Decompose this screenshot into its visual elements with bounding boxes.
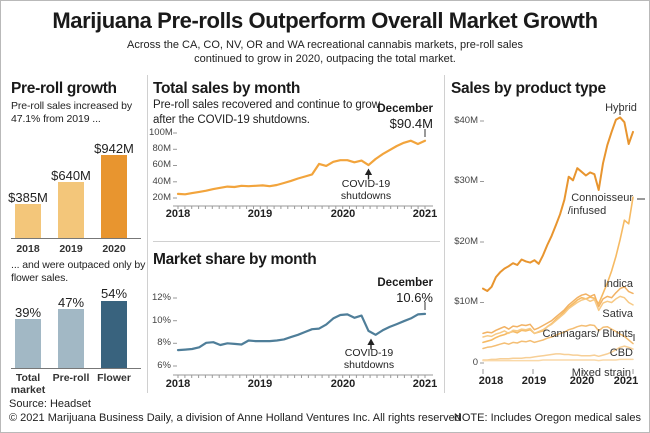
mixed-strain-line: [482, 358, 634, 362]
bar-value-385: $385M: [8, 190, 48, 205]
indica-label: Indica: [603, 278, 633, 290]
x-year-2021: 2021: [412, 208, 438, 220]
x-year3-2019: 2019: [521, 375, 547, 387]
market-share-endpoint-month: December: [377, 277, 433, 289]
bar-value-640: $640M: [51, 168, 91, 183]
category-share-bar-chart: [11, 269, 141, 369]
bar-cat-2018: 2018: [16, 243, 40, 255]
preroll-growth-bar-chart: [11, 139, 141, 239]
market-share-chart: [173, 297, 433, 378]
x-year-2018: 2018: [165, 208, 191, 220]
preroll-growth-outro: ... and were outpaced only by flower sal…: [11, 259, 146, 285]
x-year3-2018: 2018: [478, 375, 504, 387]
covid-annotation-share: COVID-19 shutdowns: [343, 347, 395, 372]
cbd-label: CBD: [609, 347, 633, 359]
total-sales-chart: [173, 129, 433, 209]
total-sales-subtitle: Pre-roll sales recovered and continue to…: [153, 99, 380, 126]
footer-note: NOTE: Includes Oregon medical sales: [453, 412, 641, 424]
indica-line: [482, 286, 634, 335]
y-tick-40M-dollar: $40M: [454, 115, 478, 126]
preroll-growth-heading: Pre-roll growth: [11, 80, 117, 97]
y-tick-20M-dollar: $20M: [454, 236, 478, 247]
x-year2-2021: 2021: [412, 378, 438, 390]
sativa-line: [482, 295, 634, 338]
cannagars-line: [482, 324, 634, 350]
x-year2-2019: 2019: [247, 378, 273, 390]
x-year-2020: 2020: [330, 208, 356, 220]
total-sales-line: [176, 139, 427, 196]
page-title: Marijuana Pre-rolls Outperform Overall M…: [52, 8, 598, 33]
y-tick-10M-dollar: $10M: [454, 296, 478, 307]
covid-arrow-icon: [364, 168, 373, 175]
x-year2-2020: 2020: [330, 378, 356, 390]
divider-right: [444, 75, 445, 393]
hybrid-label: Hybrid: [605, 102, 637, 114]
connoisseur-label-line2: /infused: [567, 205, 607, 217]
covid-arrow-icon: [367, 338, 375, 345]
y-tick-30M-dollar: $30M: [454, 175, 478, 186]
cbd-line: [482, 345, 634, 361]
footer-source: Source: Headset: [9, 398, 91, 410]
connoisseur-label-line1: Connoisseur: [571, 192, 633, 204]
y-tick-8pct: 8%: [157, 337, 171, 348]
covid-annotation-total: COVID-19 shutdowns: [340, 178, 392, 203]
bar-cat-total-market: Total market: [10, 372, 46, 397]
bar-cat-flower: Flower: [97, 372, 131, 384]
mixed-strain-label: Mixed strain: [571, 367, 631, 379]
x-year3-2020: 2020: [569, 375, 595, 387]
bar-value-47: 47%: [57, 295, 85, 310]
page-subtitle: Across the CA, CO, NV, OR and WA recreat…: [127, 39, 523, 65]
bar-flower: [101, 300, 127, 368]
y-tick-20M: 20M: [152, 192, 171, 203]
y-tick-6pct: 6%: [157, 360, 171, 371]
y-tick-80M: 80M: [152, 143, 171, 154]
x-year3-2021: 2021: [613, 375, 639, 387]
bar-cat-2019: 2019: [59, 243, 83, 255]
bar-value-39: 39%: [14, 305, 42, 320]
product-type-chart: [480, 109, 645, 374]
bar-total-market: [15, 319, 41, 368]
y-tick-40M: 40M: [152, 176, 171, 187]
divider-middle: [153, 241, 440, 242]
market-share-endpoint-value: 10.6%: [396, 290, 433, 305]
bar-cat-preroll: Pre-roll: [52, 372, 90, 384]
cannagars-blunts-label: Cannagars/ Blunts: [542, 328, 634, 340]
divider-left: [147, 75, 148, 393]
y-tick-10pct: 10%: [151, 315, 171, 326]
bar-2018: [15, 204, 41, 238]
bar-cat-2020: 2020: [102, 243, 126, 255]
bar-2020: [101, 155, 127, 238]
product-type-heading: Sales by product type: [451, 80, 606, 97]
footer-copyright: © 2021 Marijuana Business Daily, a divis…: [9, 412, 461, 424]
market-share-heading: Market share by month: [153, 251, 317, 268]
x-year-2019: 2019: [247, 208, 273, 220]
hybrid-line: [482, 116, 634, 292]
total-sales-heading: Total sales by month: [153, 80, 301, 97]
preroll-growth-intro: Pre-roll sales increased by 47.1% from 2…: [11, 100, 133, 126]
bar-preroll: [58, 309, 84, 368]
sativa-label: Sativa: [602, 308, 633, 320]
y-tick-12pct: 12%: [151, 292, 171, 303]
total-sales-endpoint-month: December: [377, 103, 433, 115]
bar-value-54: 54%: [100, 286, 128, 301]
x-year2-2018: 2018: [165, 378, 191, 390]
y-tick-0: 0: [472, 357, 478, 368]
bar-2019: [58, 181, 84, 238]
total-sales-endpoint-value: $90.4M: [389, 116, 433, 131]
y-tick-60M: 60M: [152, 159, 171, 170]
y-tick-100M: 100M: [149, 127, 173, 138]
market-share-line: [176, 312, 427, 352]
bar-value-942: $942M: [94, 141, 134, 156]
